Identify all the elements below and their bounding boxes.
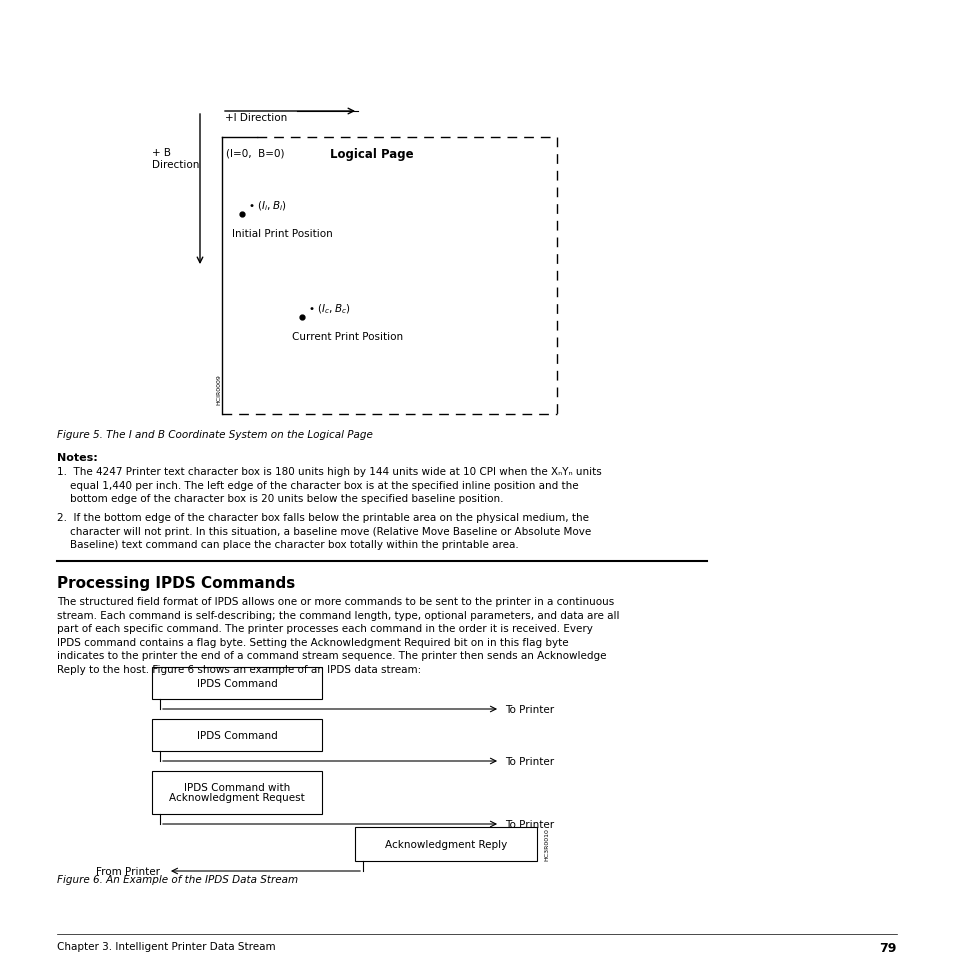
Bar	[152, 771, 322, 814]
Text: Figure 6. An Example of the IPDS Data Stream: Figure 6. An Example of the IPDS Data St…	[57, 874, 297, 884]
Text: 1.  The 4247 Printer text character box is 180 units high by 144 units wide at 1: 1. The 4247 Printer text character box i…	[57, 467, 601, 504]
Text: Acknowledgment Request: Acknowledgment Request	[169, 793, 305, 802]
Text: From Printer: From Printer	[96, 866, 160, 876]
Text: To Printer: To Printer	[504, 704, 554, 714]
Bar	[152, 667, 322, 700]
Text: + B
Direction: + B Direction	[152, 148, 199, 170]
Text: • $(I_c , B_c)$: • $(I_c , B_c)$	[308, 302, 351, 315]
Text: • $(I_i , B_i)$: • $(I_i , B_i)$	[248, 199, 287, 213]
Text: (I=0,  B=0): (I=0, B=0)	[226, 148, 284, 158]
Text: HC3R0010: HC3R0010	[544, 828, 549, 861]
Bar	[152, 720, 322, 751]
Text: The structured field format of IPDS allows one or more commands to be sent to th: The structured field format of IPDS allo…	[57, 597, 618, 675]
Text: 2.  If the bottom edge of the character box falls below the printable area on th: 2. If the bottom edge of the character b…	[57, 513, 591, 550]
Text: Current Print Position: Current Print Position	[292, 332, 403, 341]
Text: IPDS Command: IPDS Command	[196, 679, 277, 688]
Text: Chapter 3. Intelligent Printer Data Stream: Chapter 3. Intelligent Printer Data Stre…	[57, 941, 275, 951]
Text: Processing IPDS Commands: Processing IPDS Commands	[57, 576, 294, 590]
Bar	[355, 827, 537, 862]
Text: Acknowledgment Reply: Acknowledgment Reply	[384, 840, 507, 849]
Text: Logical Page: Logical Page	[330, 148, 414, 161]
Text: HCIR0009: HCIR0009	[216, 375, 221, 405]
Text: To Printer: To Printer	[504, 820, 554, 829]
Text: 79: 79	[879, 941, 896, 953]
Text: IPDS Command with: IPDS Command with	[184, 782, 290, 793]
Text: Figure 5. The I and B Coordinate System on the Logical Page: Figure 5. The I and B Coordinate System …	[57, 430, 373, 439]
Text: Notes:: Notes:	[57, 453, 97, 462]
Text: +I Direction: +I Direction	[225, 112, 287, 123]
Text: IPDS Command: IPDS Command	[196, 730, 277, 740]
Text: Initial Print Position: Initial Print Position	[232, 229, 333, 239]
Text: To Printer: To Printer	[504, 757, 554, 766]
